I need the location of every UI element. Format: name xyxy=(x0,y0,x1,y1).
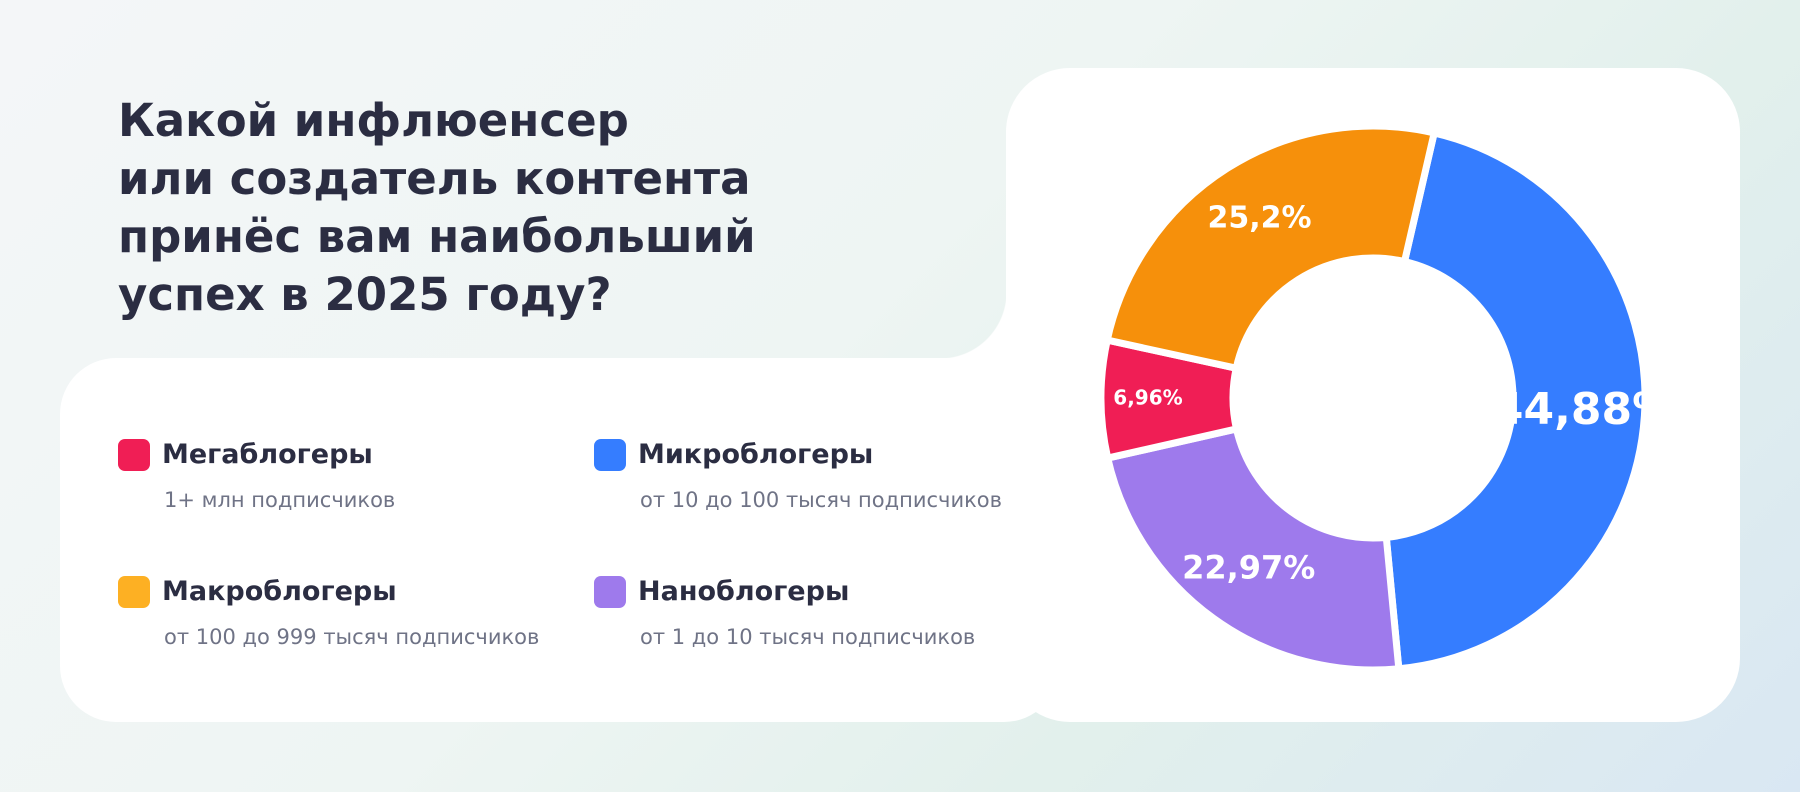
legend-card xyxy=(60,358,1060,722)
legend-label: Микроблогеры xyxy=(638,439,874,470)
donut-slice xyxy=(1104,425,1403,674)
legend-swatch xyxy=(594,576,626,608)
legend-description: от 100 до 999 тысяч подписчиков xyxy=(164,625,540,649)
donut-slice xyxy=(1382,129,1649,673)
legend-label: Мегаблогеры xyxy=(162,439,373,470)
donut-chart: 44,88% 22,97% 6,96% 25,2% xyxy=(1097,122,1676,674)
legend-swatch xyxy=(118,576,150,608)
legend-swatch xyxy=(594,439,626,471)
legend-description: от 10 до 100 тысяч подписчиков xyxy=(640,488,1003,512)
slice-value-label: 6,96% xyxy=(1113,385,1182,409)
legend-description: 1+ млн подписчиков xyxy=(164,488,396,512)
slice-value-label: 22,97% xyxy=(1182,549,1315,587)
legend-description: от 1 до 10 тысяч подписчиков xyxy=(640,625,976,649)
legend-swatch xyxy=(118,439,150,471)
donut-slice xyxy=(1103,122,1438,372)
card-corner xyxy=(940,292,1010,362)
slice-value-label: 44,88% xyxy=(1493,384,1676,435)
legend-label: Макроблогеры xyxy=(162,576,397,607)
legend-label: Наноблогеры xyxy=(638,576,850,607)
slice-value-label: 25,2% xyxy=(1208,200,1312,235)
page-title: Какой инфлюенсер или создатель контента … xyxy=(118,94,756,321)
